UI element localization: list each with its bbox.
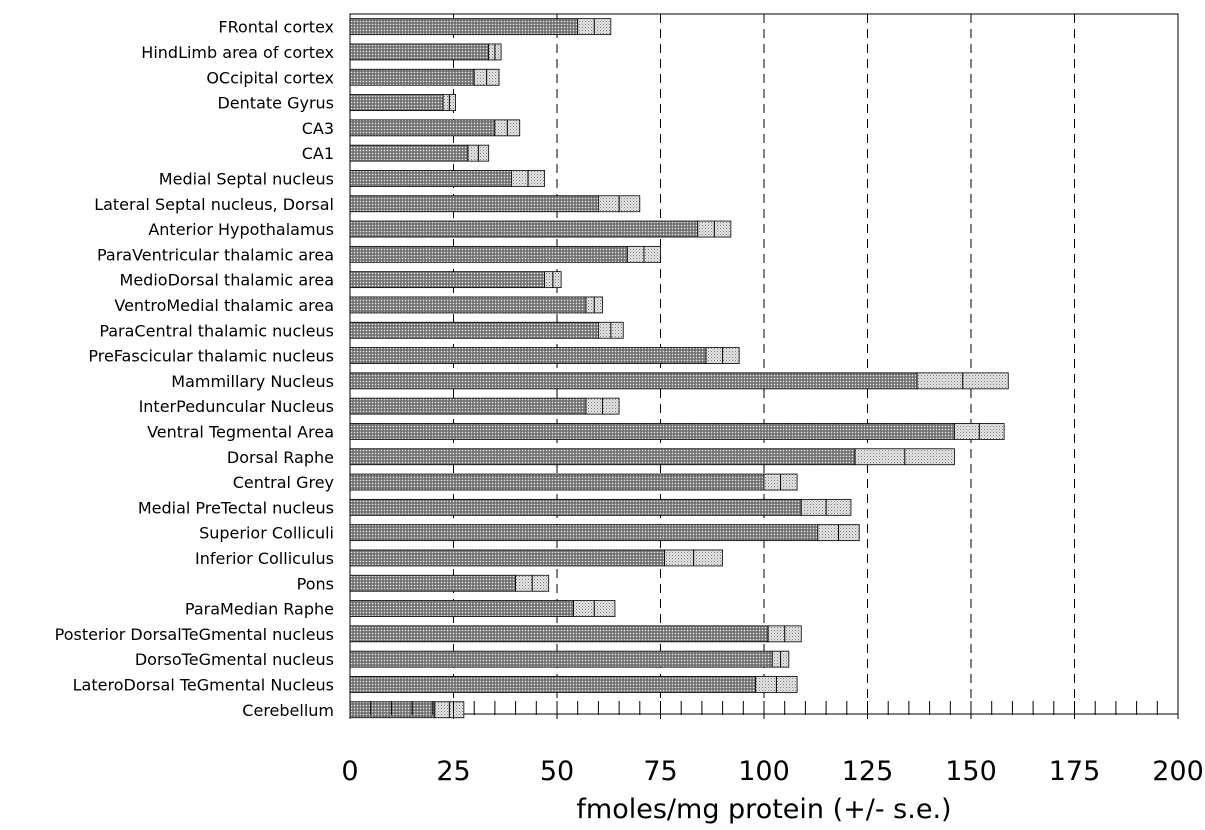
category-label-15: InterPeduncular Nucleus: [139, 397, 334, 416]
bar-1: [349, 43, 490, 61]
category-label-3: Dentate Gyrus: [217, 94, 334, 113]
category-label-12: ParaCentral thalamic nucleus: [99, 321, 334, 340]
bar-11: [349, 296, 587, 314]
bar-24: [349, 625, 769, 643]
bar-19: [349, 498, 802, 516]
bar-25: [349, 650, 773, 668]
category-label-17: Dorsal Raphe: [227, 448, 334, 467]
bar-10: [349, 271, 545, 289]
category-label-20: Superior Colliculi: [199, 524, 334, 543]
x-tick-label-25: 25: [436, 756, 470, 787]
x-tick-label-150: 150: [945, 756, 997, 787]
bar-4: [349, 119, 496, 137]
bar-2: [349, 68, 475, 86]
category-label-10: MedioDorsal thalamic area: [120, 271, 334, 290]
x-axis: 0 25 50 75 100 125 150 175 200: [341, 701, 1204, 787]
category-label-13: PreFascicular thalamic nucleus: [88, 347, 334, 366]
x-tick-label-175: 175: [1049, 756, 1101, 787]
x-tick-label-100: 100: [738, 756, 790, 787]
category-label-16: Ventral Tegmental Area: [147, 422, 334, 441]
category-label-23: ParaMedian Raphe: [185, 600, 334, 619]
category-label-21: Inferior Colliculus: [195, 549, 334, 568]
category-label-2: OCcipital cortex: [206, 68, 334, 87]
category-label-6: Medial Septal nucleus: [159, 169, 334, 188]
bar-6: [349, 170, 512, 187]
bar-18: [349, 473, 765, 491]
category-label-24: Posterior DorsalTeGmental nucleus: [55, 625, 334, 644]
x-tick-label-200: 200: [1152, 756, 1204, 787]
bar-23: [349, 600, 574, 617]
bar-3: [349, 94, 444, 111]
bar-21: [349, 549, 666, 567]
bar-13: [349, 347, 707, 364]
category-label-22: Pons: [297, 574, 334, 593]
bar-14: [349, 372, 918, 390]
category-label-8: Anterior Hypothalamus: [148, 220, 334, 239]
category-label-9: ParaVentricular thalamic area: [97, 245, 334, 264]
category-label-19: Medial PreTectal nucleus: [138, 498, 334, 517]
category-label-1: HindLimb area of cortex: [141, 43, 334, 62]
bar-9: [349, 245, 628, 263]
bar-series: [349, 18, 1009, 719]
bar-15: [349, 397, 587, 415]
category-label-18: Central Grey: [233, 473, 334, 492]
grid-lines: [453, 14, 1075, 714]
bar-26: [349, 676, 757, 693]
bar-27: [349, 701, 436, 719]
bar-7: [349, 195, 599, 213]
category-label-4: CA3: [302, 119, 334, 138]
category-label-27: Cerebellum: [242, 701, 334, 720]
x-tick-label-0: 0: [341, 756, 358, 787]
category-label-11: VentroMedial thalamic area: [114, 296, 334, 315]
bar-22: [349, 574, 517, 592]
bar-0: [349, 18, 579, 36]
bar-8: [349, 220, 699, 238]
bar-20: [349, 524, 819, 542]
category-label-0: FRontal cortex: [218, 18, 334, 37]
category-labels: FRontal cortex HindLimb area of cortex OCc…: [55, 18, 334, 720]
bar-17: [349, 448, 856, 466]
bar-12: [349, 321, 599, 339]
x-tick-label-75: 75: [643, 756, 677, 787]
category-label-25: DorsoTeGmental nucleus: [135, 650, 334, 669]
category-label-14: Mammillary Nucleus: [171, 372, 334, 391]
category-label-26: LateroDorsal TeGmental Nucleus: [73, 675, 334, 694]
bar-16: [349, 423, 955, 440]
category-label-5: CA1: [302, 144, 334, 163]
x-axis-title: fmoles/mg protein (+/- s.e.): [576, 794, 951, 825]
bar-5: [349, 144, 469, 162]
x-tick-label-125: 125: [842, 756, 894, 787]
category-label-7: Lateral Septal nucleus, Dorsal: [94, 195, 334, 214]
x-tick-label-50: 50: [540, 756, 574, 787]
